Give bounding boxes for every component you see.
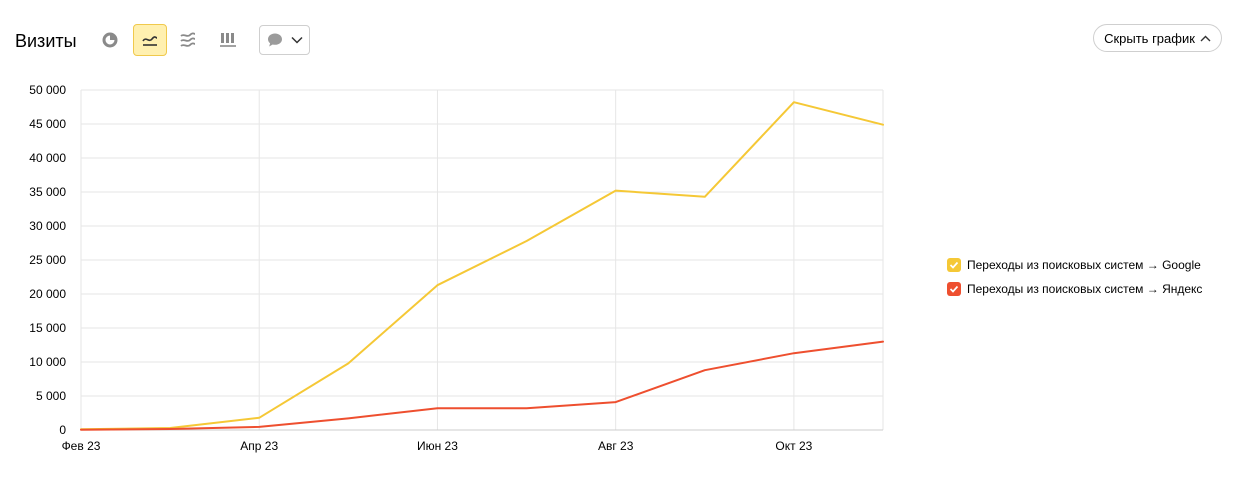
legend-label: Переходы из поисковых систем → Яндекс [967, 282, 1203, 296]
checkbox-checked-icon[interactable] [947, 258, 961, 272]
area-chart-button[interactable] [171, 24, 205, 56]
y-tick-label: 15 000 [29, 321, 66, 335]
chart-legend: Переходы из поисковых систем → Google Пе… [947, 253, 1202, 301]
x-tick-label: Окт 23 [775, 439, 812, 453]
stacked-bar-chart-button[interactable] [211, 24, 245, 56]
pie-chart-icon [102, 32, 118, 48]
y-tick-label: 40 000 [29, 151, 66, 165]
y-tick-label: 10 000 [29, 355, 66, 369]
x-tick-label: Фев 23 [62, 439, 101, 453]
comment-icon [267, 33, 282, 47]
stacked-bar-chart-icon [220, 33, 236, 47]
legend-item-google[interactable]: Переходы из поисковых систем → Google [947, 253, 1202, 277]
y-tick-label: 50 000 [29, 83, 66, 97]
x-tick-label: Июн 23 [417, 439, 458, 453]
y-tick-label: 0 [59, 423, 66, 437]
page-title: Визиты [15, 31, 77, 51]
area-chart-icon [180, 32, 196, 47]
legend-label: Переходы из поисковых систем → Google [967, 258, 1201, 272]
checkbox-checked-icon[interactable] [947, 282, 961, 296]
y-tick-label: 45 000 [29, 117, 66, 131]
legend-item-yandex[interactable]: Переходы из поисковых систем → Яндекс [947, 277, 1202, 301]
y-tick-label: 35 000 [29, 185, 66, 199]
x-tick-label: Авг 23 [598, 439, 634, 453]
x-tick-label: Апр 23 [240, 439, 278, 453]
series-line-google [80, 101, 884, 431]
y-tick-label: 25 000 [29, 253, 66, 267]
line-chart-icon [142, 36, 158, 46]
y-tick-label: 5 000 [36, 389, 66, 403]
y-tick-label: 20 000 [29, 287, 66, 301]
y-tick-label: 30 000 [29, 219, 66, 233]
chevron-down-icon [290, 36, 303, 44]
hide-chart-button[interactable]: Скрыть график [1093, 24, 1222, 52]
chevron-up-icon [1200, 35, 1211, 41]
pie-chart-button[interactable] [93, 24, 127, 56]
hide-chart-label: Скрыть график [1104, 30, 1195, 46]
comment-dropdown[interactable] [259, 25, 310, 55]
line-chart-button[interactable] [133, 24, 167, 56]
series-line-yandex [80, 340, 884, 431]
